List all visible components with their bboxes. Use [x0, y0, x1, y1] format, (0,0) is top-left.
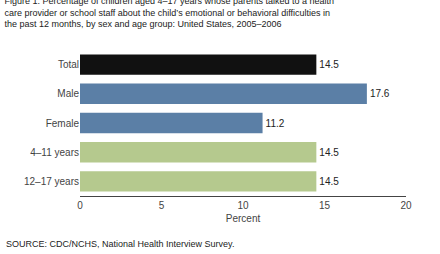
svg-text:14.5: 14.5 [319, 176, 339, 187]
svg-text:11.2: 11.2 [266, 118, 285, 129]
svg-text:SOURCE: CDC/NCHS, National Hea: SOURCE: CDC/NCHS, National Health Interv… [6, 239, 234, 249]
svg-text:0: 0 [77, 200, 83, 211]
svg-text:10: 10 [237, 200, 249, 211]
svg-text:Female: Female [46, 118, 80, 129]
svg-text:14.5: 14.5 [319, 147, 339, 158]
svg-text:Figure 1. Percentage of childr: Figure 1. Percentage of children aged 4–… [4, 0, 334, 29]
svg-text:Percent: Percent [226, 213, 261, 224]
svg-text:15: 15 [319, 200, 331, 211]
svg-text:Total: Total [58, 59, 79, 70]
svg-text:20: 20 [400, 200, 412, 211]
svg-text:5: 5 [159, 200, 165, 211]
svg-text:17.6: 17.6 [370, 88, 390, 99]
svg-text:4–11 years: 4–11 years [30, 147, 79, 158]
svg-text:Male: Male [57, 88, 79, 99]
svg-text:12–17 years: 12–17 years [24, 176, 79, 187]
svg-text:14.5: 14.5 [319, 59, 339, 70]
